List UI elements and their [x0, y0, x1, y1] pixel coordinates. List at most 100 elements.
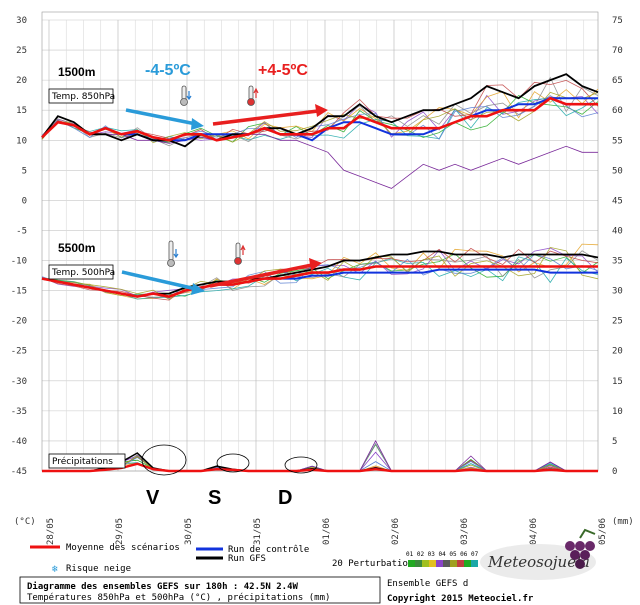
x-tick-label: 05/06: [598, 518, 608, 545]
level-label-5500m: 5500m: [58, 241, 95, 255]
left-tick-label: -40: [11, 437, 27, 447]
left-tick-label: -35: [11, 407, 27, 417]
warm-arrow-500: [209, 258, 322, 288]
perturbation-swatch: [450, 560, 457, 567]
footer-box: [19, 576, 381, 604]
perturbation-swatch: [429, 560, 436, 567]
box-precip: [48, 453, 126, 469]
right-tick-label: 0: [612, 467, 617, 477]
left-tick-label: -25: [11, 347, 27, 357]
legend-perturbations-label: 20 Perturbations: [332, 559, 419, 569]
thermometer-cold-icon-500: [167, 240, 179, 267]
right-tick-label: 15: [612, 377, 623, 387]
warm-arrow-850: [212, 104, 328, 126]
mean-line-5500m: [41, 265, 598, 298]
right-tick-label: 75: [612, 16, 623, 26]
perturbation-swatch: [422, 560, 429, 567]
left-tick-label: -15: [11, 287, 27, 297]
cold-arrow-850: [125, 108, 204, 130]
meteosojuela-logo: Meteosojuela: [480, 528, 596, 580]
copyright: Copyright 2015 Meteociel.fr: [387, 593, 534, 604]
member-outlier-line: [41, 121, 598, 189]
box-500hpa: [48, 264, 114, 280]
left-axis: 30 25 20 15 10 5 0 -5 -10 -15 -20 -25 -30 -35 -40 -45: [11, 16, 27, 477]
grid: [41, 11, 599, 472]
precip-ellipse-friday: [141, 444, 187, 476]
precip-mean-line: [42, 462, 598, 473]
gfs-line-1500m: [41, 73, 599, 148]
cold-arrow-500: [121, 270, 205, 295]
perturbation-swatch: [464, 560, 471, 567]
left-tick-label: 25: [16, 46, 27, 56]
cold-label: -4-5ºC: [145, 62, 191, 79]
x-axis: 28/05 29/05 30/05 31/05 01/06 02/06 03/06 04/06…: [46, 518, 608, 545]
perturbation-swatch: [415, 560, 422, 567]
left-tick-label: -20: [11, 317, 27, 327]
left-tick-label: -45: [11, 467, 27, 477]
legend-perturbation-numbers: 01 02 03 04 05 06 07: [406, 551, 479, 558]
left-tick-label: 10: [16, 136, 27, 146]
legend-gfs-label: Run GFS: [228, 554, 266, 564]
footer-title: Diagramme des ensembles GEFS sur 180h : …: [27, 581, 299, 592]
right-tick-label: 35: [612, 257, 623, 267]
right-tick-label: 40: [612, 226, 623, 236]
left-tick-label: -10: [11, 257, 27, 267]
level-label-1500m: 1500m: [58, 65, 95, 79]
box-label-500hpa: Temp. 500hPa: [51, 268, 115, 278]
perturbation-swatch: [443, 560, 450, 567]
x-tick-label: 02/06: [391, 518, 401, 545]
left-tick-label: -30: [11, 377, 27, 387]
thermometer-warm-icon-500: [234, 242, 246, 265]
x-tick-label: 31/05: [253, 518, 263, 545]
right-tick-label: 20: [612, 347, 623, 357]
x-tick-label: 04/06: [529, 518, 539, 545]
right-tick-label: 70: [612, 46, 623, 56]
x-tick-label: 29/05: [115, 518, 125, 545]
logo-text: Meteosojuela: [487, 553, 590, 571]
legend-snow-label: Risque neige: [66, 564, 131, 574]
left-tick-label: 0: [22, 196, 27, 206]
footer-subtitle: Températures 850hPa et 500hPa (°C) , pré…: [27, 592, 330, 603]
grapes-icon: [565, 528, 596, 569]
right-tick-label: 25: [612, 317, 623, 327]
main-series: [41, 73, 599, 473]
day-label-saturday: S: [208, 487, 221, 509]
right-tick-label: 45: [612, 196, 623, 206]
x-tick-label: 28/05: [46, 518, 56, 545]
perturbation-swatch: [457, 560, 464, 567]
left-tick-label: 5: [22, 166, 27, 176]
legend-control-label: Run de contrôle: [228, 544, 309, 555]
right-tick-label: 55: [612, 136, 623, 146]
member-line: [41, 256, 599, 300]
perturbation-swatch: [471, 560, 478, 567]
mean-line-1500m: [41, 96, 598, 142]
warm-label: +4-5ºC: [258, 62, 308, 79]
perturbation-swatches: [408, 560, 478, 567]
left-tick-label: -5: [16, 226, 27, 236]
right-tick-label: 5: [612, 437, 617, 447]
right-tick-label: 30: [612, 287, 623, 297]
day-label-friday: V: [146, 487, 160, 509]
box-label-850hpa: Temp. 850hPa: [51, 92, 115, 102]
right-tick-label: 60: [612, 106, 623, 116]
x-tick-label: 01/06: [322, 518, 332, 545]
precip-ellipse-saturday: [216, 453, 250, 473]
x-tick-label: 30/05: [184, 518, 194, 545]
thermometer-cold-icon: [180, 85, 192, 106]
legend: Moyenne des scénarios Run de contrôle Ru…: [30, 542, 479, 575]
left-unit-label: (°C): [14, 517, 36, 527]
right-tick-label: 10: [612, 407, 623, 417]
left-tick-label: 20: [16, 76, 27, 86]
precip-ellipse-sunday: [284, 456, 318, 474]
legend-mean-label: Moyenne des scénarios: [66, 542, 180, 553]
right-tick-label: 50: [612, 166, 623, 176]
x-tick-label: 03/06: [460, 518, 470, 545]
box-label-precip: Précipitations: [52, 456, 113, 467]
day-label-sunday: D: [278, 487, 292, 509]
right-unit-label: (mm): [612, 517, 634, 527]
perturbation-swatch: [436, 560, 443, 567]
snowflake-icon: ❄: [52, 564, 59, 575]
perturbation-swatch: [408, 560, 415, 567]
